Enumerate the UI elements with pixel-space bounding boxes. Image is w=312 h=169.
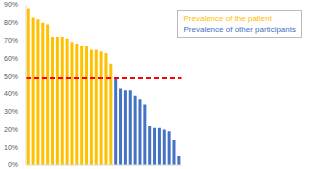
svg-text:30%: 30% (8, 108, 18, 115)
svg-text:70%: 70% (8, 37, 18, 44)
svg-text:40%: 40% (8, 90, 18, 97)
svg-text:60%: 60% (8, 55, 18, 62)
svg-text:80%: 80% (8, 19, 18, 26)
svg-text:20%: 20% (8, 126, 18, 133)
html-text:Prevalence of other participan: Prevalence of other participants (183, 25, 296, 34)
svg-text:50%: 50% (8, 73, 18, 80)
svg-text:90%: 90% (8, 1, 18, 8)
html-text:Prevalence of the patient: Prevalence of the patient (183, 14, 272, 23)
svg-text:10%: 10% (8, 144, 18, 151)
svg-text:0%: 0% (8, 161, 18, 168)
